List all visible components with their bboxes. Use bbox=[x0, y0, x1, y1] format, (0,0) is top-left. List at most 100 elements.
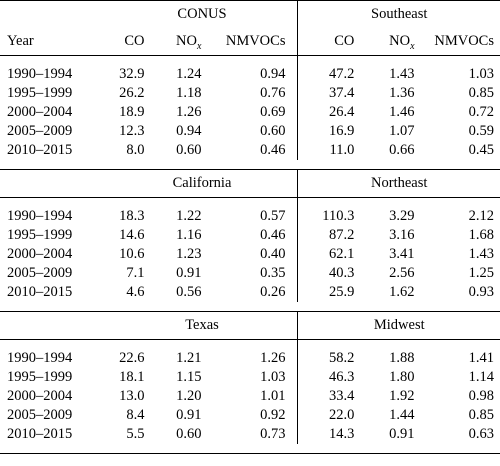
region-label-left: CONUS bbox=[106, 0, 298, 28]
year-cell: 2005–2009 bbox=[7, 265, 73, 281]
left-nmvocs-value: 0.35 bbox=[260, 265, 286, 281]
left-nox-value: 1.15 bbox=[176, 369, 202, 385]
column-header-co: CO bbox=[297, 28, 355, 56]
right-co-value: 26.4 bbox=[297, 103, 355, 122]
year-cell: 1995–1999 bbox=[7, 85, 73, 101]
data-row: 2010–2015 5.5 0.60 0.73 14.3 0.91 0.63 bbox=[0, 425, 500, 444]
region-row-empty-cell bbox=[0, 169, 107, 197]
data-row: 1995–1999 26.2 1.18 0.76 37.4 1.36 0.85 bbox=[0, 84, 500, 103]
right-nmvocs-value: 1.14 bbox=[468, 369, 494, 385]
spacer-cell bbox=[0, 444, 298, 454]
spacer-cell bbox=[298, 160, 500, 170]
emissions-table: CONUS Southeast Year CO NOx NMVOCs CO NOx NMVOCs… bbox=[0, 0, 500, 454]
left-nox-value: 1.20 bbox=[176, 388, 202, 404]
data-row: 2005–2009 8.4 0.91 0.92 22.0 1.44 0.85 bbox=[0, 406, 500, 425]
column-header-nmvocs: NMVOCs bbox=[414, 28, 500, 56]
region-header-row: Texas Midwest bbox=[0, 311, 500, 339]
left-nmvocs-value: 0.73 bbox=[260, 426, 286, 442]
data-row: 2000–2004 18.9 1.26 0.69 26.4 1.46 0.72 bbox=[0, 103, 500, 122]
data-row: 1995–1999 18.1 1.15 1.03 46.3 1.80 1.14 bbox=[0, 368, 500, 387]
right-nox-value: 0.66 bbox=[389, 142, 415, 158]
region-rule-row bbox=[0, 339, 500, 340]
block-spacer bbox=[0, 302, 500, 312]
right-nox-value: 3.16 bbox=[389, 227, 415, 243]
spacer-cell bbox=[0, 340, 298, 350]
year-cell: 1995–1999 bbox=[7, 369, 73, 385]
right-nmvocs-value: 0.63 bbox=[468, 426, 494, 442]
data-row: 2010–2015 4.6 0.56 0.26 25.9 1.62 0.93 bbox=[0, 283, 500, 302]
left-co-value: 8.0 bbox=[126, 142, 145, 158]
right-co-value: 16.9 bbox=[297, 122, 355, 141]
left-nox-value: 1.23 bbox=[176, 246, 202, 262]
region-header-row: CONUS Southeast bbox=[0, 0, 500, 28]
spacer-cell bbox=[0, 56, 298, 66]
spacer-cell bbox=[0, 160, 298, 170]
left-nox-value: 1.21 bbox=[176, 350, 202, 366]
left-nox-value: 0.91 bbox=[176, 407, 202, 423]
year-cell: 1990–1994 bbox=[7, 66, 73, 82]
column-header-nox-base: NO bbox=[389, 33, 411, 49]
year-cell: 2010–2015 bbox=[7, 426, 73, 442]
region-rule bbox=[0, 197, 500, 198]
column-header-year: Year bbox=[0, 28, 107, 56]
emissions-table-body: CONUS Southeast Year CO NOx NMVOCs CO NOx NMVOCs… bbox=[0, 0, 500, 454]
right-nmvocs-value: 0.85 bbox=[468, 407, 494, 423]
year-cell: 1990–1994 bbox=[7, 208, 73, 224]
right-nox-value: 1.62 bbox=[389, 284, 415, 300]
left-nmvocs-value: 0.69 bbox=[260, 104, 286, 120]
year-cell: 2010–2015 bbox=[7, 142, 73, 158]
left-co-value: 12.3 bbox=[119, 123, 145, 139]
left-nox-value: 1.18 bbox=[176, 85, 202, 101]
right-nox-value: 1.43 bbox=[389, 66, 415, 82]
region-label-left: California bbox=[106, 169, 298, 197]
left-co-value: 8.4 bbox=[126, 407, 145, 423]
left-nmvocs-value: 1.03 bbox=[260, 369, 286, 385]
left-co-value: 14.6 bbox=[119, 227, 145, 243]
right-co-value: 46.3 bbox=[297, 368, 355, 387]
left-co-value: 18.9 bbox=[119, 104, 145, 120]
right-nox-value: 1.46 bbox=[389, 104, 415, 120]
left-nox-value: 1.22 bbox=[176, 208, 202, 224]
left-nmvocs-value: 0.40 bbox=[260, 246, 286, 262]
column-header-co: CO bbox=[106, 28, 145, 56]
left-nox-value: 1.16 bbox=[176, 227, 202, 243]
left-nmvocs-value: 1.26 bbox=[260, 350, 286, 366]
left-nmvocs-value: 0.60 bbox=[260, 123, 286, 139]
column-header-row: Year CO NOx NMVOCs CO NOx NMVOCs bbox=[0, 28, 500, 56]
data-row: 1990–1994 32.9 1.24 0.94 47.2 1.43 1.03 bbox=[0, 65, 500, 84]
right-nox-value: 1.07 bbox=[389, 123, 415, 139]
right-nmvocs-value: 2.12 bbox=[468, 208, 494, 224]
column-header-nox-base: NO bbox=[176, 33, 197, 49]
left-nmvocs-value: 0.46 bbox=[260, 227, 286, 243]
data-row: 2000–2004 13.0 1.20 1.01 33.4 1.92 0.98 bbox=[0, 387, 500, 406]
column-header-nox-subscript: x bbox=[197, 40, 202, 52]
spacer-cell bbox=[297, 197, 500, 207]
right-co-value: 40.3 bbox=[297, 264, 355, 283]
year-cell: 2000–2004 bbox=[7, 246, 73, 262]
column-header-nox: NOx bbox=[144, 28, 202, 56]
left-co-value: 7.1 bbox=[126, 265, 145, 281]
right-nmvocs-value: 0.59 bbox=[468, 123, 494, 139]
data-row: 1990–1994 22.6 1.21 1.26 58.2 1.88 1.41 bbox=[0, 349, 500, 368]
left-co-value: 26.2 bbox=[119, 85, 145, 101]
right-co-value: 33.4 bbox=[297, 387, 355, 406]
right-nmvocs-value: 0.85 bbox=[468, 85, 494, 101]
year-cell: 1995–1999 bbox=[7, 227, 73, 243]
region-rule-row bbox=[0, 197, 500, 198]
right-nox-value: 2.56 bbox=[389, 265, 415, 281]
right-co-value: 22.0 bbox=[297, 406, 355, 425]
left-nmvocs-value: 0.46 bbox=[260, 142, 286, 158]
region-header-row: California Northeast bbox=[0, 169, 500, 197]
left-co-value: 5.5 bbox=[126, 426, 145, 442]
left-co-value: 13.0 bbox=[119, 388, 145, 404]
right-co-value: 47.2 bbox=[297, 65, 355, 84]
year-cell: 2005–2009 bbox=[7, 123, 73, 139]
block-spacer bbox=[0, 339, 500, 350]
data-row: 2000–2004 10.6 1.23 0.40 62.1 3.41 1.43 bbox=[0, 245, 500, 264]
region-label-right: Southeast bbox=[297, 0, 500, 28]
left-nmvocs-value: 0.92 bbox=[260, 407, 286, 423]
right-nox-value: 1.88 bbox=[389, 350, 415, 366]
year-cell: 2000–2004 bbox=[7, 104, 73, 120]
region-row-empty-cell bbox=[0, 0, 107, 28]
